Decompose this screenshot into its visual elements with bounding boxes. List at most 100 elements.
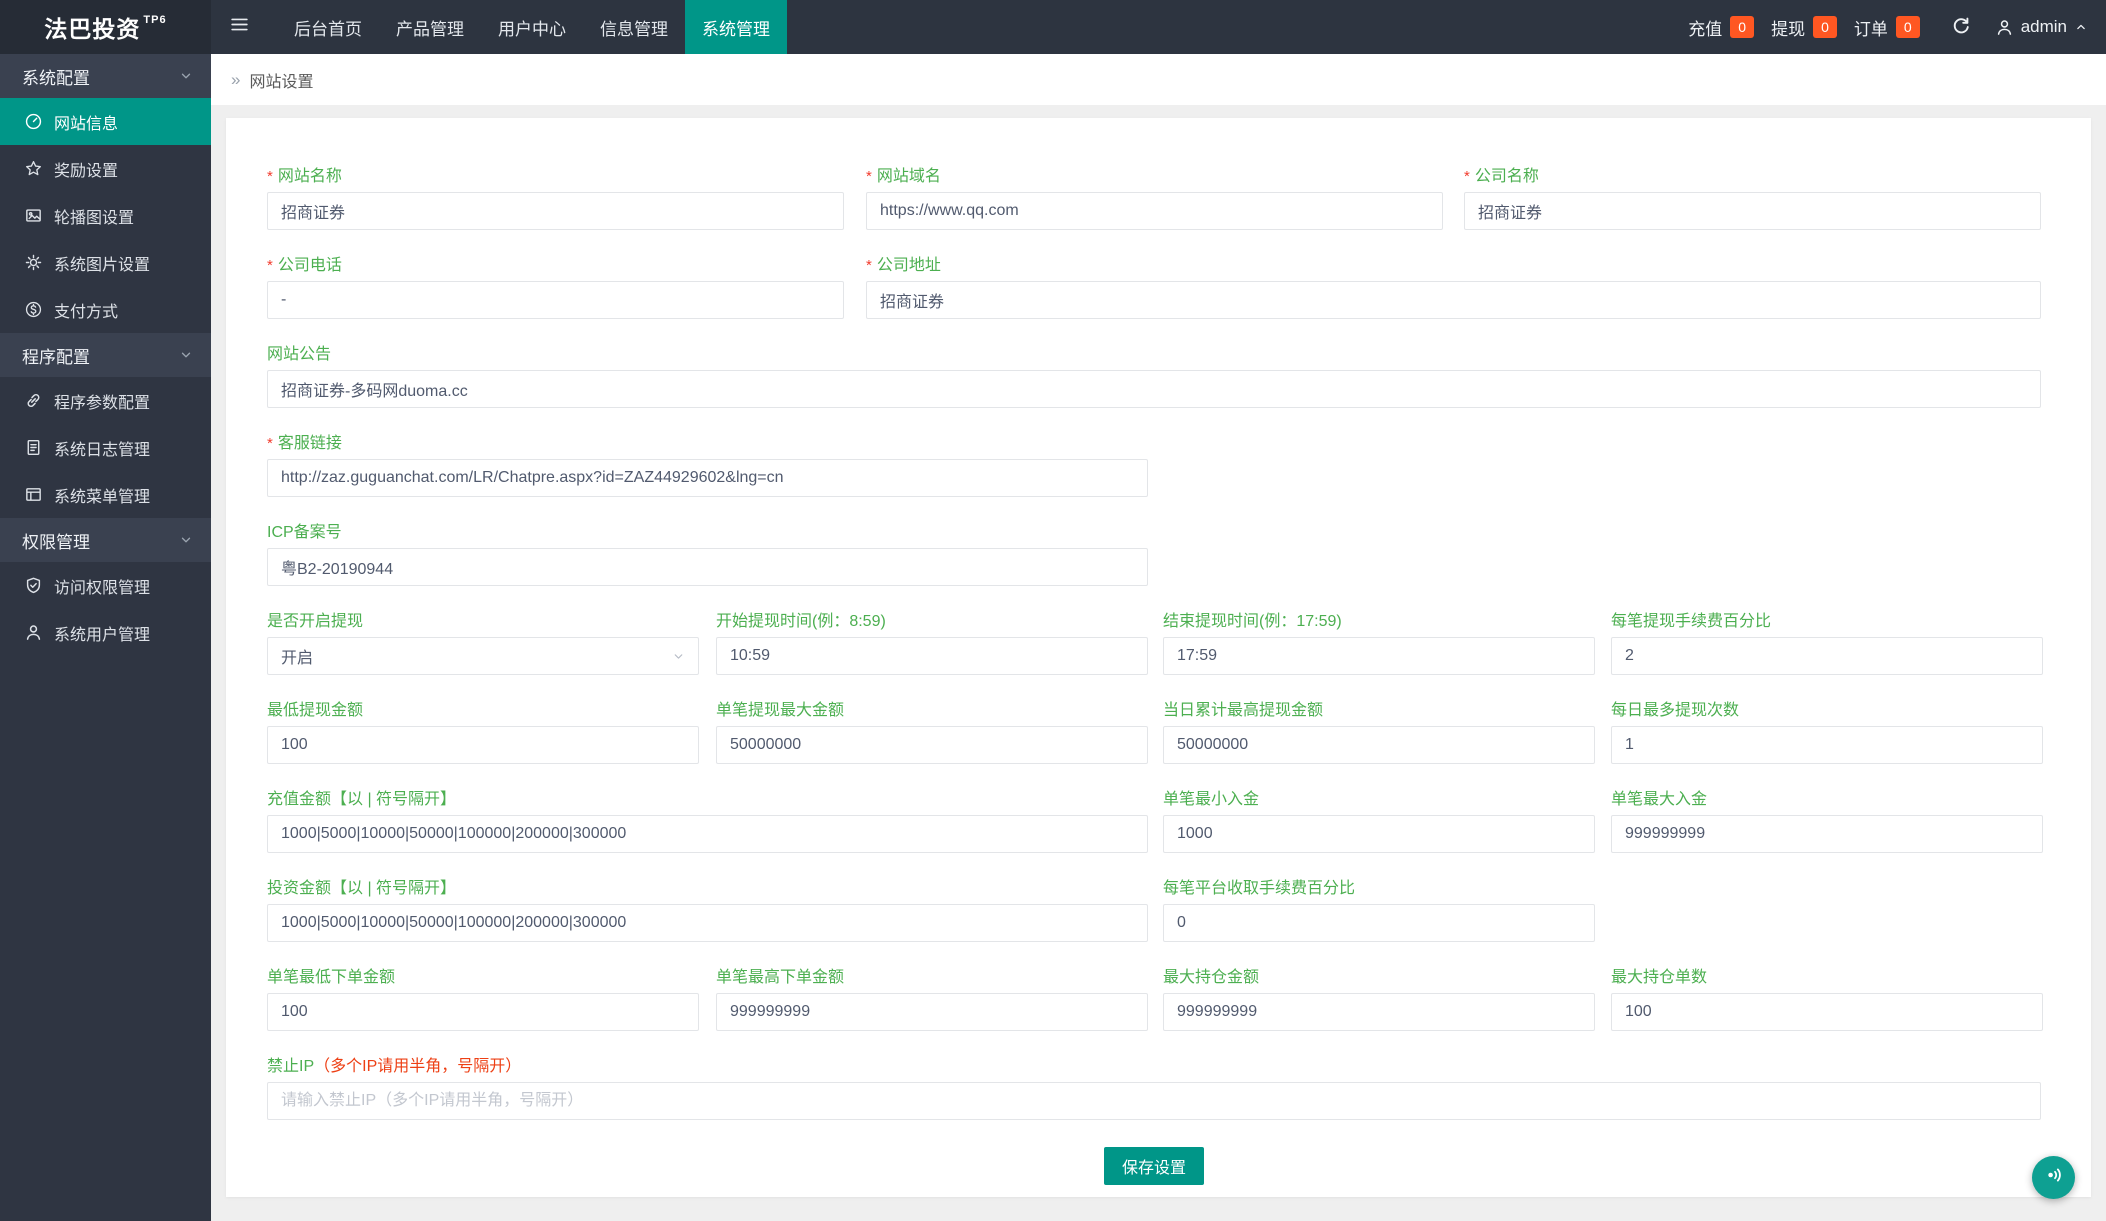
field-label-text: 客服链接: [277, 435, 342, 452]
field-label: 每笔平台收取手续费百分比: [1163, 880, 1595, 898]
group-title-text: 程序配置: [22, 347, 90, 367]
counter-label: 订单: [1853, 19, 1888, 39]
field-label: 每笔提现手续费百分比: [1611, 613, 2043, 631]
field-recharge-amounts: 充值金额【以 | 符号隔开】: [267, 791, 1148, 853]
group-title-text: 系统配置: [22, 68, 90, 88]
sidebar-item[interactable]: 系统图片设置: [0, 239, 211, 286]
sidebar-item-label: 程序参数配置: [54, 394, 151, 412]
username: admin: [2020, 17, 2067, 36]
min-order-amount-input[interactable]: [267, 993, 699, 1031]
sidebar-item-label: 访问权限管理: [54, 579, 151, 597]
max-position-amount-input[interactable]: [1163, 993, 1595, 1031]
field-label-text: 公司电话: [277, 257, 342, 274]
field-service-link: * 客服链接: [267, 435, 1148, 497]
field-label: 结束提现时间(例：17:59): [1163, 613, 1595, 631]
gauge-icon: [24, 112, 43, 131]
company-phone-input[interactable]: [267, 281, 844, 319]
service-link-input[interactable]: [267, 459, 1148, 497]
max-deposit-input[interactable]: [1611, 815, 2043, 853]
max-order-amount-input[interactable]: [716, 993, 1148, 1031]
sidebar-item-label: 支付方式: [54, 303, 119, 321]
order-counter[interactable]: 订单 0: [1854, 15, 1920, 40]
withdraw-start-time-input[interactable]: [716, 637, 1148, 675]
max-position-count-input[interactable]: [1611, 993, 2043, 1031]
field-label-text: ICP备案号: [267, 524, 342, 541]
field-label: 每日最多提现次数: [1611, 702, 2043, 720]
floating-action-button[interactable]: [2032, 1156, 2075, 1199]
refresh-button[interactable]: [1951, 15, 1971, 40]
sidebar-item[interactable]: 系统用户管理: [0, 609, 211, 656]
hamburger-icon: [229, 14, 250, 40]
field-label: * 网站域名: [866, 168, 1443, 186]
field-site-name: * 网站名称: [267, 168, 844, 230]
topnav-item[interactable]: 后台首页: [294, 19, 362, 39]
topnav-item[interactable]: 系统管理: [685, 0, 787, 54]
topnav-item[interactable]: 产品管理: [396, 19, 464, 39]
sidebar-item[interactable]: 奖励设置: [0, 145, 211, 192]
counter-badge: 0: [1730, 16, 1755, 38]
form-row: 网站公告: [267, 346, 2041, 408]
required-asterisk: *: [1464, 168, 1470, 185]
sidebar-group-title[interactable]: 权限管理: [0, 518, 211, 562]
hamburger-menu-icon[interactable]: [211, 0, 267, 54]
form-row: 充值金额【以 | 符号隔开】 单笔最小入金 单笔最大入金: [267, 791, 2043, 853]
min-withdraw-amount-input[interactable]: [267, 726, 699, 764]
withdraw-counter[interactable]: 提现 0: [1771, 15, 1837, 40]
counter-badge: 0: [1895, 16, 1920, 38]
field-label-text: 开始提现时间(例：8:59): [716, 613, 886, 630]
field-label-text: 单笔最大入金: [1611, 791, 1708, 808]
caret-up-icon: [2074, 20, 2088, 34]
field-company-phone: * 公司电话: [267, 257, 844, 319]
field-label-text: 网站公告: [267, 346, 332, 363]
sidebar-item[interactable]: 程序参数配置: [0, 377, 211, 424]
field-label: 单笔最小入金: [1163, 791, 1595, 809]
form-row: 禁止IP（多个IP请用半角，号隔开）: [267, 1058, 2041, 1120]
topnav-item[interactable]: 用户中心: [498, 19, 566, 39]
form-row: ICP备案号: [267, 524, 2041, 586]
recharge-amounts-input[interactable]: [267, 815, 1148, 853]
withdraw-enabled-select[interactable]: 开启: [267, 637, 699, 675]
field-company-name: * 公司名称: [1464, 168, 2041, 230]
platform-fee-percent-input[interactable]: [1163, 904, 1595, 942]
field-withdraw-end-time: 结束提现时间(例：17:59): [1163, 613, 1595, 675]
sidebar-item[interactable]: 支付方式: [0, 286, 211, 333]
sidebar-group-title[interactable]: 系统配置: [0, 54, 211, 98]
site-notice-input[interactable]: [267, 370, 2041, 408]
invest-amounts-input[interactable]: [267, 904, 1148, 942]
required-asterisk: *: [267, 435, 273, 452]
save-settings-button[interactable]: 保存设置: [1104, 1147, 1204, 1185]
daily-max-withdraw-times-input[interactable]: [1611, 726, 2043, 764]
sidebar-item[interactable]: 轮播图设置: [0, 192, 211, 239]
field-platform-fee-percent: 每笔平台收取手续费百分比: [1163, 880, 1595, 942]
sidebar-item[interactable]: 系统菜单管理: [0, 471, 211, 518]
image-icon: [24, 206, 43, 225]
company-address-input[interactable]: [866, 281, 2041, 319]
sidebar-item-label: 系统用户管理: [54, 626, 151, 644]
min-deposit-input[interactable]: [1163, 815, 1595, 853]
gear-icon: [24, 253, 43, 272]
icp-number-input[interactable]: [267, 548, 1148, 586]
field-label: * 网站名称: [267, 168, 844, 186]
banned-ip-input[interactable]: [267, 1082, 2041, 1120]
company-name-input[interactable]: [1464, 192, 2041, 230]
daily-max-withdraw-amount-input[interactable]: [1163, 726, 1595, 764]
sidebar-item[interactable]: 系统日志管理: [0, 424, 211, 471]
withdraw-end-time-input[interactable]: [1163, 637, 1595, 675]
field-min-withdraw-amount: 最低提现金额: [267, 702, 699, 764]
counter-label: 充值: [1688, 19, 1723, 39]
sidebar-item[interactable]: 网站信息: [0, 98, 211, 145]
withdraw-fee-percent-input[interactable]: [1611, 637, 2043, 675]
site-name-input[interactable]: [267, 192, 844, 230]
menu-icon: [24, 485, 43, 504]
field-site-domain: * 网站域名: [866, 168, 1443, 230]
sidebar-item-label: 网站信息: [54, 115, 119, 133]
recharge-counter[interactable]: 充值 0: [1688, 15, 1755, 40]
user-menu[interactable]: admin: [1995, 17, 2088, 37]
sidebar-group-title[interactable]: 程序配置: [0, 333, 211, 377]
site-domain-input[interactable]: [866, 192, 1443, 230]
sidebar-item[interactable]: 访问权限管理: [0, 562, 211, 609]
max-withdraw-per-order-input[interactable]: [716, 726, 1148, 764]
field-icp-number: ICP备案号: [267, 524, 1148, 586]
field-site-notice: 网站公告: [267, 346, 2041, 408]
topnav-item[interactable]: 信息管理: [600, 19, 668, 39]
